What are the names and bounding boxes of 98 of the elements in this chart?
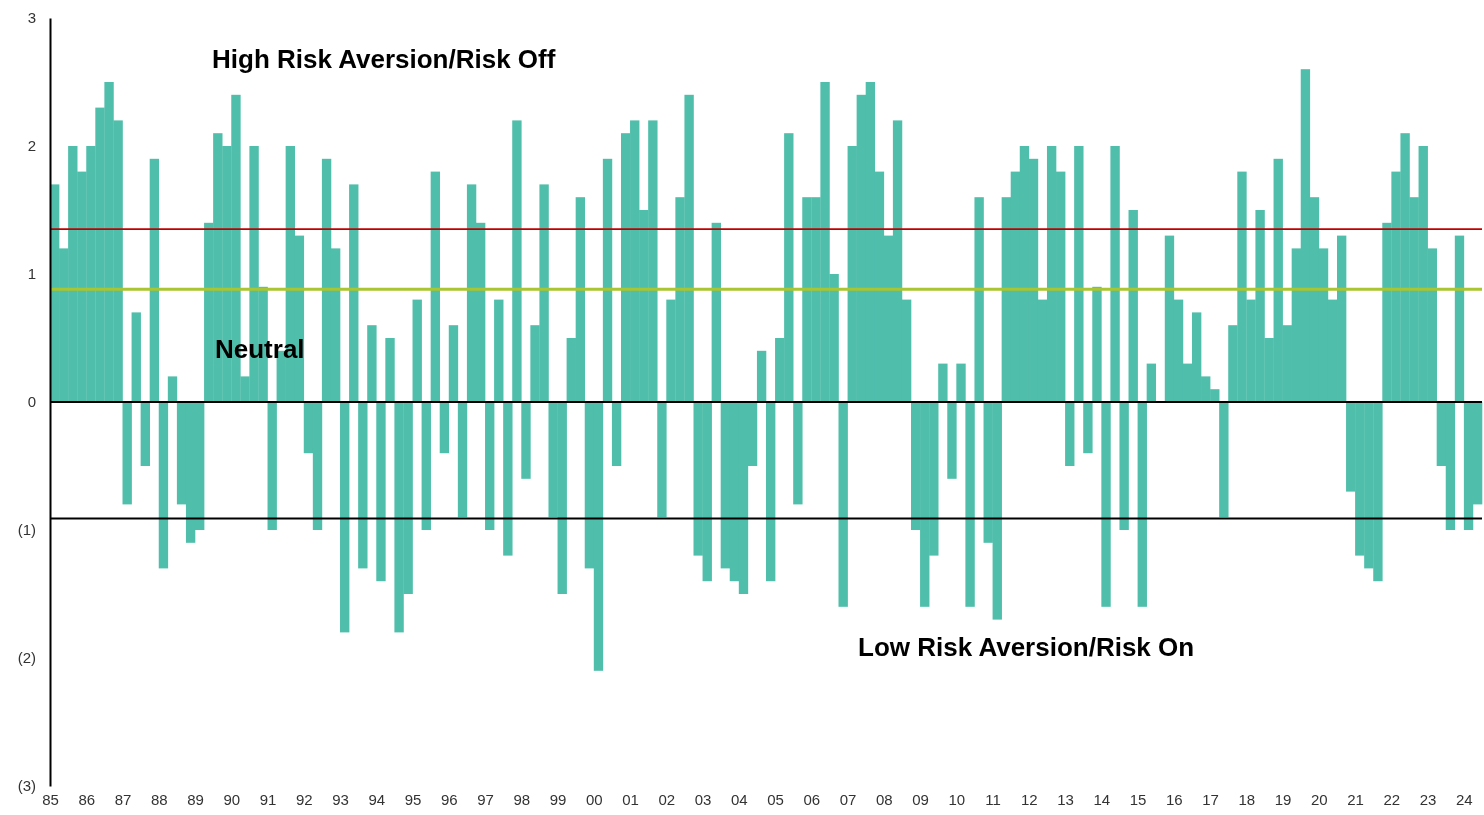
- x-tick-label: 89: [187, 790, 204, 808]
- bar: [1101, 402, 1111, 607]
- bar: [385, 338, 395, 402]
- bar: [457, 402, 468, 518]
- y-tick-label: 1: [27, 265, 36, 283]
- bar: [376, 402, 386, 582]
- bar: [974, 197, 984, 402]
- bar: [1110, 146, 1120, 402]
- bar: [421, 402, 431, 530]
- bar: [938, 363, 948, 402]
- bar: [448, 325, 459, 402]
- x-tick-label: 12: [1020, 790, 1038, 808]
- x-tick-label: 05: [767, 790, 784, 808]
- x-tick-label: 22: [1383, 790, 1401, 808]
- bar: [711, 222, 721, 402]
- bar: [122, 402, 132, 505]
- bar: [793, 402, 803, 505]
- bar: [1219, 402, 1229, 518]
- y-tick-label: (2): [17, 649, 36, 667]
- bar: [367, 325, 377, 402]
- annotation: High Risk Aversion/Risk Off: [212, 44, 556, 74]
- x-tick-label: 13: [1057, 790, 1074, 808]
- x-tick-label: 08: [875, 790, 893, 808]
- bar: [358, 402, 368, 569]
- bar: [956, 363, 966, 402]
- x-tick-label: 01: [622, 790, 639, 808]
- x-tick-label: 94: [368, 790, 386, 808]
- bar: [267, 402, 277, 530]
- y-tick-label: 3: [27, 9, 36, 27]
- x-tick-label: 85: [42, 790, 59, 808]
- bar: [430, 171, 441, 402]
- x-tick-label: 23: [1419, 790, 1437, 808]
- y-tick-label: 0: [27, 393, 36, 411]
- x-tick-label: 11: [985, 790, 1001, 808]
- bar: [602, 158, 613, 402]
- bar: [167, 376, 178, 402]
- x-tick-label: 21: [1347, 790, 1364, 808]
- x-tick-label: 20: [1311, 790, 1328, 808]
- bar: [756, 350, 767, 402]
- x-tick-label: 96: [440, 790, 458, 808]
- x-tick-label: 18: [1238, 790, 1256, 808]
- x-tick-label: 90: [223, 790, 241, 808]
- x-tick-label: 17: [1202, 790, 1219, 808]
- x-tick-label: 00: [585, 790, 603, 808]
- bar: [838, 402, 848, 607]
- bar: [494, 299, 504, 402]
- bar: [521, 402, 531, 479]
- x-tick-label: 02: [658, 790, 676, 808]
- bar: [1119, 402, 1129, 530]
- bar: [1137, 402, 1147, 607]
- bar: [485, 402, 495, 530]
- bar: [412, 299, 422, 402]
- x-tick-label: 10: [948, 790, 966, 808]
- bar: [439, 402, 450, 454]
- bar: [766, 402, 776, 582]
- x-tick-label: 24: [1456, 790, 1473, 808]
- x-tick-label: 92: [295, 790, 313, 808]
- bar: [1083, 402, 1093, 454]
- x-tick-label: 07: [839, 790, 857, 808]
- x-tick-label: 16: [1166, 790, 1183, 808]
- bar: [1146, 363, 1157, 402]
- x-tick-label: 15: [1129, 790, 1147, 808]
- y-tick-label: (3): [17, 777, 36, 795]
- bar: [349, 184, 359, 402]
- bar: [140, 402, 150, 466]
- annotation: Low Risk Aversion/Risk On: [858, 632, 1195, 662]
- bar: [131, 312, 141, 402]
- bar: [149, 158, 160, 402]
- x-tick-label: 95: [404, 790, 422, 808]
- bar: [1065, 402, 1075, 466]
- x-tick-label: 98: [513, 790, 531, 808]
- x-tick-label: 91: [259, 790, 277, 808]
- x-tick-label: 14: [1093, 790, 1111, 808]
- x-tick-label: 88: [150, 790, 168, 808]
- x-tick-label: 06: [803, 790, 821, 808]
- bar: [512, 120, 522, 402]
- y-tick-label: (1): [17, 521, 36, 539]
- bar: [1092, 286, 1102, 402]
- x-tick-label: 04: [730, 790, 748, 808]
- x-tick-label: 19: [1274, 790, 1292, 808]
- y-tick-label: 2: [27, 137, 36, 155]
- bar: [1074, 146, 1084, 402]
- bar: [158, 402, 169, 569]
- bar: [1128, 210, 1138, 402]
- x-tick-label: 99: [549, 790, 567, 808]
- x-tick-label: 09: [912, 790, 929, 808]
- bar: [947, 402, 957, 479]
- x-tick-label: 97: [477, 790, 494, 808]
- bar: [1454, 235, 1465, 402]
- bar: [503, 402, 513, 556]
- bar: [965, 402, 975, 607]
- x-tick-label: 03: [694, 790, 712, 808]
- bar: [611, 402, 622, 466]
- x-tick-label: 87: [114, 790, 132, 808]
- x-tick-label: 93: [332, 790, 349, 808]
- x-tick-label: 86: [78, 790, 96, 808]
- bar: [657, 402, 667, 518]
- bar: [340, 402, 350, 633]
